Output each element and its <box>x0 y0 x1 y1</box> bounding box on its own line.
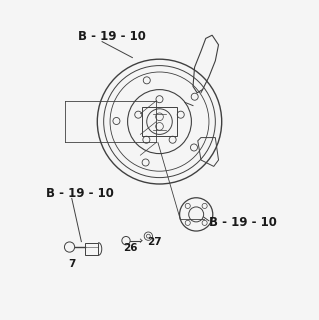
Text: B - 19 - 10: B - 19 - 10 <box>78 30 146 43</box>
Text: B - 19 - 10: B - 19 - 10 <box>209 216 277 228</box>
Text: 7: 7 <box>69 259 76 269</box>
Text: 27: 27 <box>147 237 161 247</box>
Text: 26: 26 <box>123 243 137 253</box>
Text: B - 19 - 10: B - 19 - 10 <box>46 187 114 200</box>
